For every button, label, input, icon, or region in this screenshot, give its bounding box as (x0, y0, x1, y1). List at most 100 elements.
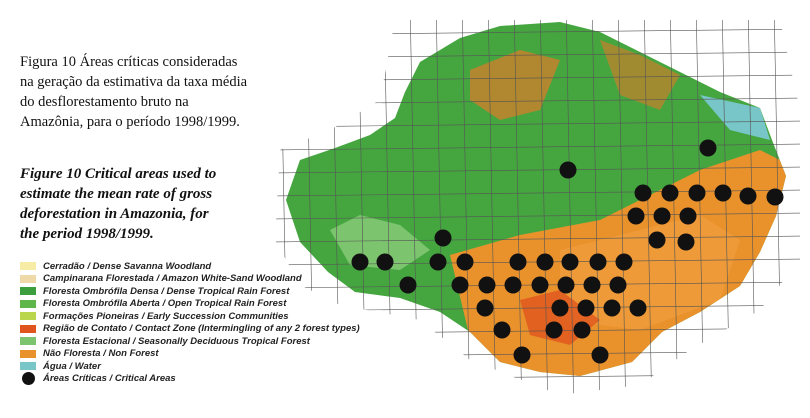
critical-area-dot (661, 184, 679, 202)
grid-line (669, 20, 679, 395)
contact-zone (470, 50, 560, 120)
grid-line (270, 397, 810, 403)
critical-area-dot (429, 253, 447, 271)
critical-area-dot (627, 207, 645, 225)
legend-label: Água / Water (43, 360, 101, 372)
grid-line (799, 20, 800, 395)
critical-area-dot (351, 253, 369, 271)
critical-area-dot (699, 139, 717, 157)
grid-line (275, 143, 800, 151)
legend-item: Região de Contato / Contact Zone (Interm… (20, 323, 360, 336)
critical-area-dot (493, 321, 511, 339)
critical-area-dot (551, 299, 569, 317)
legend-item: Não Floresta / Non Forest (20, 348, 360, 361)
grid-line (461, 20, 471, 395)
legend-swatch (20, 299, 36, 308)
critical-area-dot (531, 276, 549, 294)
critical-area-dot (634, 184, 652, 202)
legend-item: Floresta Ombrófila Aberta / Open Tropica… (20, 298, 360, 311)
critical-area-dot (434, 229, 452, 247)
critical-area-dot (615, 253, 633, 271)
critical-area-dot (609, 276, 627, 294)
critical-area-dot (739, 187, 757, 205)
legend-item: Floresta Ombrófila Densa / Dense Tropica… (20, 285, 360, 298)
grid-line (275, 166, 800, 174)
caption-line: Figura 10 Áreas críticas consideradas (20, 54, 238, 70)
grid-line (539, 20, 549, 395)
critical-area-dot (653, 207, 671, 225)
caption-portuguese: Figura 10 Áreas críticas consideradas na … (20, 52, 280, 132)
caption-line: Figure 10 Critical areas used to (20, 166, 217, 182)
legend-swatch (20, 349, 36, 358)
grid-line (275, 235, 800, 243)
critical-area-dot (629, 299, 647, 317)
legend-item: Formações Pioneiras / Early Succession C… (20, 310, 360, 323)
legend-item: Áreas Críticas / Critical Areas (20, 372, 360, 386)
caption-line: na geração da estimativa da taxa média (20, 74, 248, 90)
critical-area-dot (509, 253, 527, 271)
legend-label: Campinarana Florestada / Amazon White-Sa… (43, 273, 302, 285)
critical-area-dot (557, 276, 575, 294)
legend-label: Região de Contato / Contact Zone (Interm… (43, 323, 360, 335)
caption-line: estimate the mean rate of gross (20, 186, 213, 202)
legend-label: Cerradão / Dense Savanna Woodland (43, 260, 212, 272)
caption-english: Figure 10 Critical areas used to estimate… (20, 164, 290, 244)
legend-item: Água / Water (20, 360, 360, 373)
critical-area-dot (376, 253, 394, 271)
legend-item: Campinarana Florestada / Amazon White-Sa… (20, 273, 360, 286)
critical-area-dot (561, 253, 579, 271)
caption-line: deforestation in Amazonia, for (20, 206, 209, 222)
legend-label: Floresta Ombrófila Densa / Dense Tropica… (43, 285, 290, 297)
critical-area-dot (677, 233, 695, 251)
critical-area-dot (536, 253, 554, 271)
critical-area-dot (513, 346, 531, 364)
legend-dot (22, 372, 35, 386)
legend-swatch (20, 337, 36, 346)
legend: Cerradão / Dense Savanna Woodland Campina… (20, 260, 360, 386)
water (700, 95, 770, 140)
legend-label: Formações Pioneiras / Early Succession C… (43, 310, 289, 322)
legend-label: Floresta Ombrófila Aberta / Open Tropica… (43, 298, 287, 310)
critical-area-dot (573, 321, 591, 339)
grid-line (617, 20, 627, 395)
critical-area-dot (583, 276, 601, 294)
critical-area-dot (591, 346, 609, 364)
non-forest (560, 215, 740, 330)
legend-label: Áreas Críticas / Critical Areas (43, 373, 176, 385)
grid-line (275, 120, 800, 128)
legend-swatch (20, 287, 36, 296)
legend-swatch (20, 312, 36, 321)
critical-area-dot (589, 253, 607, 271)
caption-line: Amazônia, para o período 1998/1999. (20, 114, 240, 130)
critical-area-dot (714, 184, 732, 202)
critical-area-dot (648, 231, 666, 249)
critical-area-dot (478, 276, 496, 294)
legend-item: Floresta Estacional / Seasonally Deciduo… (20, 335, 360, 348)
legend-item: Cerradão / Dense Savanna Woodland (20, 260, 360, 273)
caption-line: do desflorestamento bruto na (20, 94, 189, 110)
legend-swatch (20, 262, 36, 271)
critical-area-dot (456, 253, 474, 271)
critical-area-dot (603, 299, 621, 317)
grid-line (565, 20, 575, 395)
critical-area-dot (451, 276, 469, 294)
map-body (270, 6, 810, 403)
critical-area-dot (688, 184, 706, 202)
grid-line (643, 20, 653, 395)
critical-area-dot (545, 321, 563, 339)
grid-line (275, 212, 800, 220)
critical-areas (351, 139, 784, 364)
legend-swatch (20, 362, 36, 371)
critical-area-dot (577, 299, 595, 317)
critical-area-dot (766, 188, 784, 206)
caption-line: the period 1998/1999. (20, 226, 154, 242)
legend-swatch (20, 274, 36, 283)
legend-label: Floresta Estacional / Seasonally Deciduo… (43, 335, 310, 347)
grid-line (270, 6, 810, 12)
legend-swatch (20, 324, 36, 333)
legend-label: Não Floresta / Non Forest (43, 348, 159, 360)
critical-area-dot (559, 161, 577, 179)
critical-area-dot (399, 276, 417, 294)
